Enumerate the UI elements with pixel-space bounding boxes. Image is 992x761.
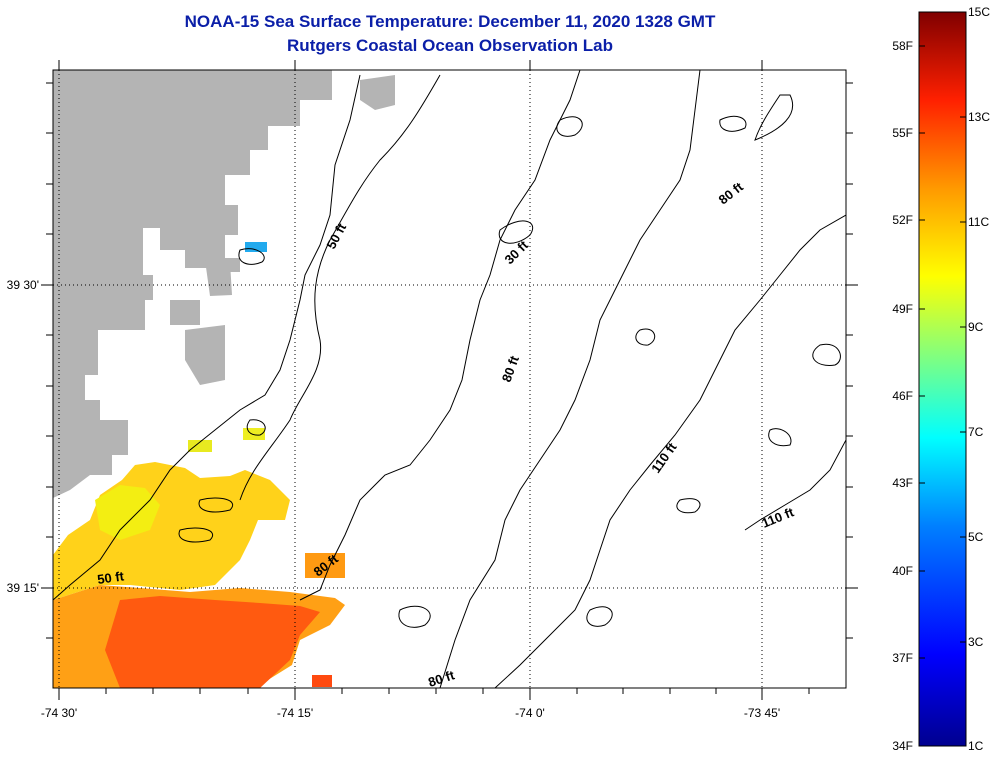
colorbar-f-label: 58F (892, 39, 913, 53)
sst-yellow-patch (188, 440, 212, 452)
colorbar-c-label: 11C (968, 215, 989, 229)
colorbar-f-label: 43F (892, 476, 913, 490)
colorbar-f-label: 34F (892, 739, 913, 753)
lon-label-4: -73 45' (744, 706, 780, 720)
colorbar-f-label: 55F (892, 126, 913, 140)
colorbar-c-label: 1C (968, 739, 984, 753)
colorbar-f-label: 52F (892, 213, 913, 227)
axis-ticks (41, 60, 858, 700)
colorbar-c-label: 9C (968, 320, 984, 334)
colorbar-ticks (919, 45, 966, 659)
sst-orange-patch (305, 553, 345, 578)
graticule (53, 70, 846, 688)
colorbar (918, 11, 967, 747)
colorbar-c-label: 7C (968, 425, 984, 439)
colorbar-f-label: 46F (892, 389, 913, 403)
sst-hot-patch (312, 675, 332, 687)
colorbar-f-label: 37F (892, 651, 913, 665)
contour-label: 50 ft (96, 568, 125, 587)
sst-hot-region (105, 596, 320, 688)
colorbar-c-label: 5C (968, 530, 984, 544)
map-subtitle: Rutgers Coastal Ocean Observation Lab (287, 36, 613, 55)
lon-label-1: -74 30' (41, 706, 77, 720)
bathymetry-contours (53, 70, 846, 688)
land-mass (53, 70, 332, 498)
colorbar-c-label: 3C (968, 635, 984, 649)
lat-label-1: 39 30' (7, 278, 39, 292)
plot-border (52, 69, 847, 689)
lon-label-3: -74 0' (515, 706, 545, 720)
land-mass-islands (170, 75, 395, 385)
sst-yellow-core (95, 485, 160, 540)
colorbar-c-label: 13C (968, 110, 990, 124)
lon-label-2: -74 15' (277, 706, 313, 720)
lat-label-2: 39 15' (7, 581, 39, 595)
colorbar-f-label: 40F (892, 564, 913, 578)
map-title: NOAA-15 Sea Surface Temperature: Decembe… (184, 12, 716, 31)
cold-pixel (245, 242, 267, 252)
colorbar-c-label: 15C (968, 5, 990, 19)
colorbar-f-label: 49F (892, 302, 913, 316)
